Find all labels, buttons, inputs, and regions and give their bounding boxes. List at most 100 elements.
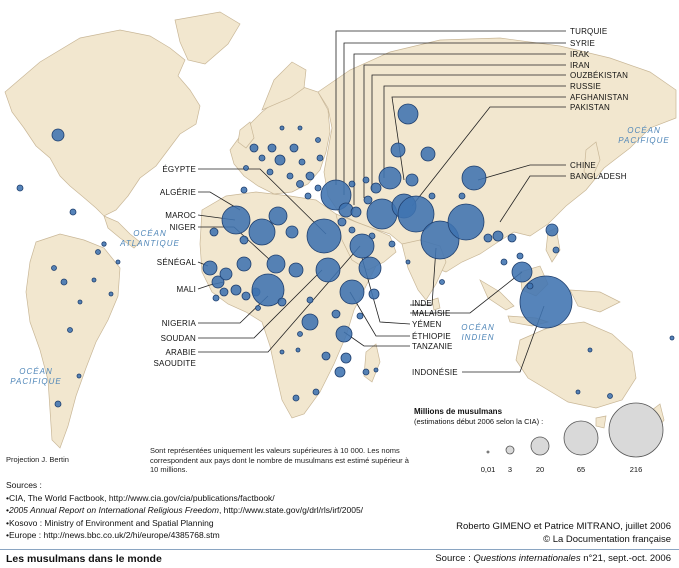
muslim-population-circle <box>91 277 97 283</box>
muslim-population-circle <box>350 206 362 218</box>
label-saoudite: SAOUDITE <box>154 359 197 368</box>
muslim-population-circle <box>60 278 68 286</box>
muslim-population-circle <box>321 351 331 361</box>
ocean-atlantic-line2: ATLANTIQUE <box>119 239 180 248</box>
label-iran: IRAN <box>570 61 590 70</box>
muslim-population-circle <box>236 256 252 272</box>
label-indonesie: INDONÉSIE <box>412 368 458 377</box>
muslim-population-circle <box>507 233 517 243</box>
muslim-population-circle <box>76 373 82 379</box>
source-text: Kosovo : Ministry of Environment and Spa… <box>8 517 214 528</box>
muslim-population-circle <box>230 284 242 296</box>
muslim-population-circle <box>420 146 436 162</box>
muslim-population-circle <box>334 366 346 378</box>
north-america <box>4 29 201 217</box>
legend-value-001: 0,01 <box>481 465 496 474</box>
muslim-population-circle <box>295 347 301 353</box>
muslim-population-circle <box>338 202 354 218</box>
label-niger: NIGER <box>170 223 196 232</box>
label-egypte: ÉGYPTE <box>162 165 196 174</box>
muslim-population-circle <box>492 230 504 242</box>
label-malaisie: MALAISIE <box>412 309 451 318</box>
muslim-population-circle <box>356 312 364 320</box>
population-circles <box>16 103 675 431</box>
copyright: © La Documentation française <box>543 534 671 545</box>
legend-circle-001 <box>486 450 490 454</box>
muslim-population-circle <box>331 309 341 319</box>
muslim-population-circle <box>251 273 285 307</box>
muslim-population-circle <box>268 206 288 226</box>
muslim-population-circle <box>296 180 304 188</box>
muslim-population-circle <box>306 296 314 304</box>
muslim-population-circle <box>258 154 266 162</box>
muslim-population-circle <box>249 143 259 153</box>
source-item: Kosovo : Ministry of Environment and Spa… <box>6 517 363 530</box>
ocean-atlantic-line1: OCÉAN <box>133 229 166 238</box>
muslim-population-circle <box>458 192 466 200</box>
muslim-population-circle <box>219 287 229 297</box>
source-credit: Source : Questions internationales n°21,… <box>435 553 671 564</box>
muslim-population-circle <box>266 254 286 274</box>
muslim-population-circle <box>587 347 593 353</box>
muslim-population-circle <box>405 259 411 265</box>
map-title: Les musulmans dans le monde <box>6 553 162 565</box>
source-prefix: Source : <box>435 553 474 564</box>
legend-circle-65 <box>563 420 599 456</box>
muslim-population-circle <box>337 217 347 227</box>
label-bangladesh: BANGLADESH <box>570 172 627 181</box>
muslim-population-circle <box>358 256 382 280</box>
muslim-population-circle <box>397 195 435 233</box>
label-algerie: ALGÉRIE <box>160 188 196 197</box>
muslim-population-circle <box>95 249 101 255</box>
source-item: CIA, The World Factbook, http://www.cia.… <box>6 492 363 505</box>
source-italic: 2005 Annual Report on International Reli… <box>8 505 219 515</box>
sources-heading: Sources : <box>6 480 42 490</box>
label-maroc: MAROC <box>165 211 196 220</box>
south-america <box>25 233 121 449</box>
muslim-population-circle <box>348 226 356 234</box>
ocean-pacific-west-line1: OCÉAN <box>19 367 52 376</box>
muslim-population-circle <box>304 192 312 200</box>
muslim-population-circle <box>221 205 251 235</box>
label-arabie: ARABIE <box>165 348 196 357</box>
muslim-population-circle <box>298 158 306 166</box>
legend-subtitle: (estimations début 2006 selon la CIA) : <box>414 417 543 426</box>
source-publication: Questions internationales <box>473 553 581 564</box>
muslim-population-circle <box>316 154 324 162</box>
muslim-population-circle <box>349 233 375 259</box>
muslim-population-circle <box>607 393 613 399</box>
muslim-population-circle <box>54 400 62 408</box>
muslim-population-circle <box>108 291 114 297</box>
muslim-population-circle <box>286 172 294 180</box>
muslim-population-circle <box>439 279 445 285</box>
muslim-population-circle <box>115 259 121 265</box>
muslim-population-circle <box>285 225 299 239</box>
legend-value-20: 20 <box>536 465 544 474</box>
muslim-population-circle <box>267 143 277 153</box>
muslim-population-circle <box>209 227 219 237</box>
source-text: , http://www.state.gov/g/drl/rls/irf/200… <box>218 505 364 515</box>
source-text: Europe : http://news.bbc.co.uk/2/hi/euro… <box>8 530 220 540</box>
label-chine: CHINE <box>570 161 596 170</box>
muslim-population-circle <box>279 349 285 355</box>
label-syrie: SYRIE <box>570 39 595 48</box>
muslim-population-circle <box>297 125 303 131</box>
projection-note: Projection J. Bertin <box>6 455 69 464</box>
muslim-population-circle <box>368 288 380 300</box>
muslim-population-circle <box>519 275 573 329</box>
label-afghanistan: AFGHANISTAN <box>570 93 629 102</box>
label-soudan: SOUDAN <box>161 334 196 343</box>
tasmania <box>595 415 607 429</box>
muslim-population-circle <box>248 218 276 246</box>
legend-circle-216 <box>608 402 664 458</box>
muslim-population-circle <box>362 176 370 184</box>
muslim-population-circle <box>516 252 524 260</box>
legend-circle-3 <box>505 445 515 455</box>
muslim-population-circle <box>483 233 493 243</box>
ocean-pacific-west-line2: PACIFIQUE <box>10 377 62 386</box>
leader-lines <box>197 30 566 373</box>
muslim-population-circle <box>241 291 251 301</box>
legend-circle-20 <box>530 436 550 456</box>
legend-value-3: 3 <box>508 465 512 474</box>
sources-block: Sources : CIA, The World Factbook, http:… <box>6 479 363 542</box>
